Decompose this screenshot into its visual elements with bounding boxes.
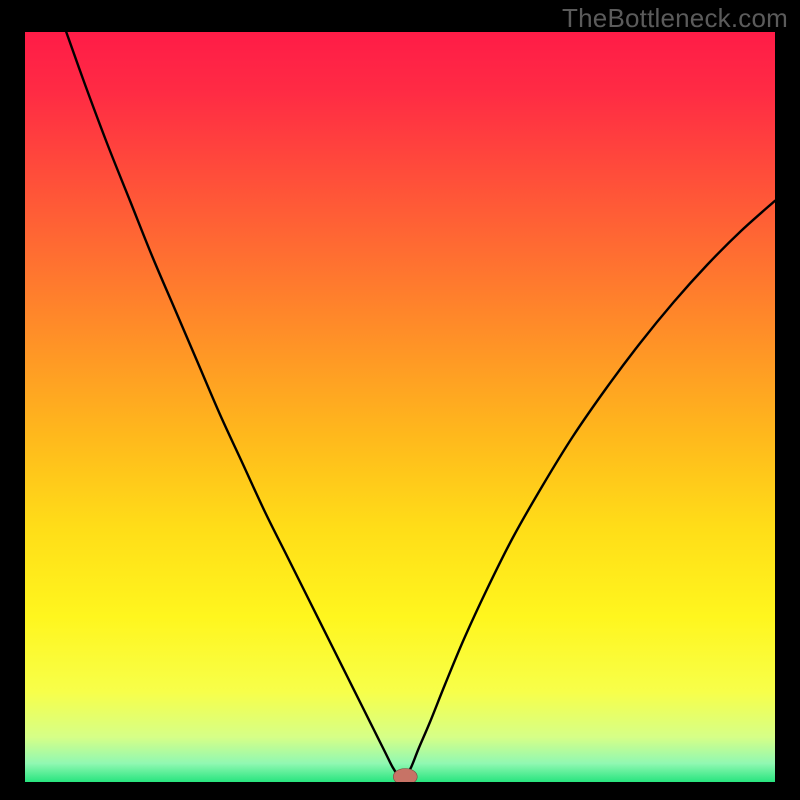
plot-svg: [25, 32, 775, 782]
gradient-background: [25, 32, 775, 782]
plot-area: [25, 32, 775, 782]
chart-frame: TheBottleneck.com: [0, 0, 800, 800]
watermark-text: TheBottleneck.com: [562, 3, 788, 34]
optimal-point-marker: [393, 769, 417, 783]
